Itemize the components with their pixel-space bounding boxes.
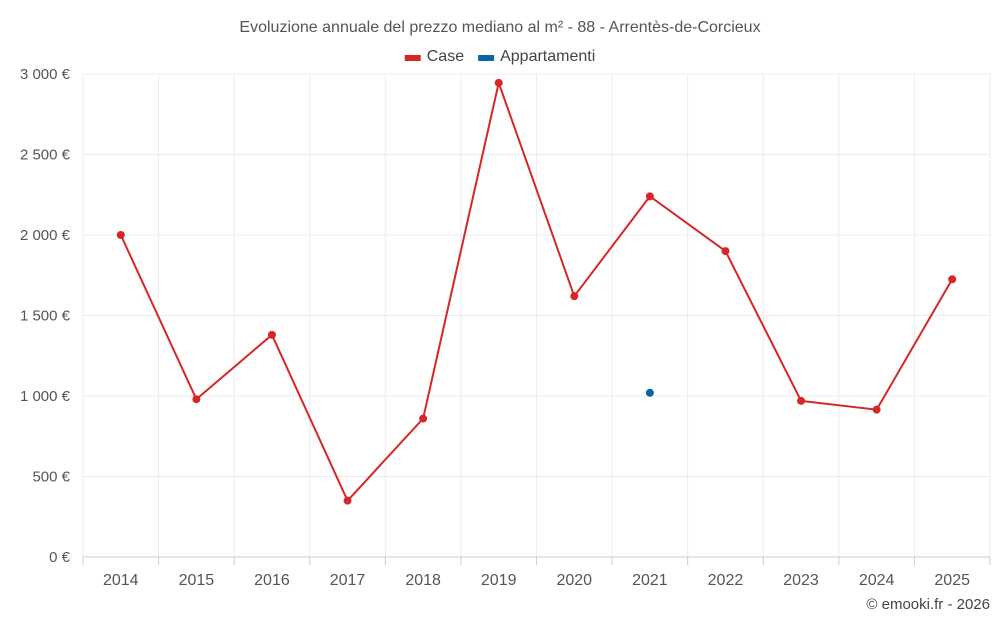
series-appartamenti [645, 388, 654, 397]
legend-item-appartamenti[interactable]: Appartamenti [478, 48, 595, 65]
series-case [116, 78, 957, 505]
data-point[interactable] [570, 292, 579, 301]
y-gridlines [83, 73, 990, 477]
data-point[interactable] [343, 496, 352, 505]
x-tick-label: 2019 [481, 572, 517, 589]
y-tick-label: 1 500 € [20, 308, 71, 325]
y-tick-label: 0 € [49, 549, 71, 566]
x-tick-label: 2022 [708, 572, 744, 589]
x-tick-labels: 2014 2015 2016 2017 2018 2019 2020 2021 2022 2023… [103, 572, 970, 589]
y-tick-label: 1 000 € [20, 388, 71, 405]
x-tick-label: 2023 [783, 572, 819, 589]
data-point[interactable] [721, 247, 730, 256]
series [116, 78, 957, 505]
data-point[interactable] [948, 275, 957, 284]
x-tick-label: 2014 [103, 572, 139, 589]
data-point[interactable] [116, 231, 125, 239]
series-line [119, 81, 954, 502]
y-tick-label: 2 500 € [20, 147, 71, 164]
x-tick-label: 2024 [859, 572, 895, 589]
legend-swatch [478, 55, 495, 61]
x-tick-label: 2015 [179, 572, 215, 589]
y-tick-label: 2 000 € [20, 227, 71, 244]
data-point[interactable] [872, 405, 881, 414]
data-point[interactable] [645, 192, 654, 201]
legend-label: Appartamenti [500, 48, 595, 65]
data-point[interactable] [267, 330, 276, 339]
legend-item-case[interactable]: Case [404, 48, 464, 65]
x-tick-label: 2016 [254, 572, 290, 589]
data-point[interactable] [192, 395, 201, 404]
legend: Case Appartamenti [404, 48, 595, 65]
data-point[interactable] [494, 78, 503, 87]
y-tick-label: 500 € [32, 469, 70, 486]
x-tick-label: 2020 [556, 572, 592, 589]
data-point[interactable] [645, 388, 654, 397]
legend-swatch [404, 55, 421, 61]
y-tick-label: 3 000 € [20, 66, 71, 83]
x-tick-label: 2017 [330, 572, 366, 589]
legend-label: Case [427, 48, 464, 65]
y-tick-labels: 0 € 500 € 1 000 € 1 500 € 2 000 € 2 500 € 3 00… [20, 66, 71, 566]
x-tick-label: 2025 [934, 572, 970, 589]
axes [82, 556, 991, 565]
data-point[interactable] [797, 396, 806, 405]
credit-text: © emooki.fr - 2026 [866, 596, 990, 613]
x-tick-label: 2018 [405, 572, 441, 589]
data-point[interactable] [419, 414, 428, 423]
chart-title: Evoluzione annuale del prezzo mediano al… [239, 19, 760, 36]
x-tick-label: 2021 [632, 572, 668, 589]
